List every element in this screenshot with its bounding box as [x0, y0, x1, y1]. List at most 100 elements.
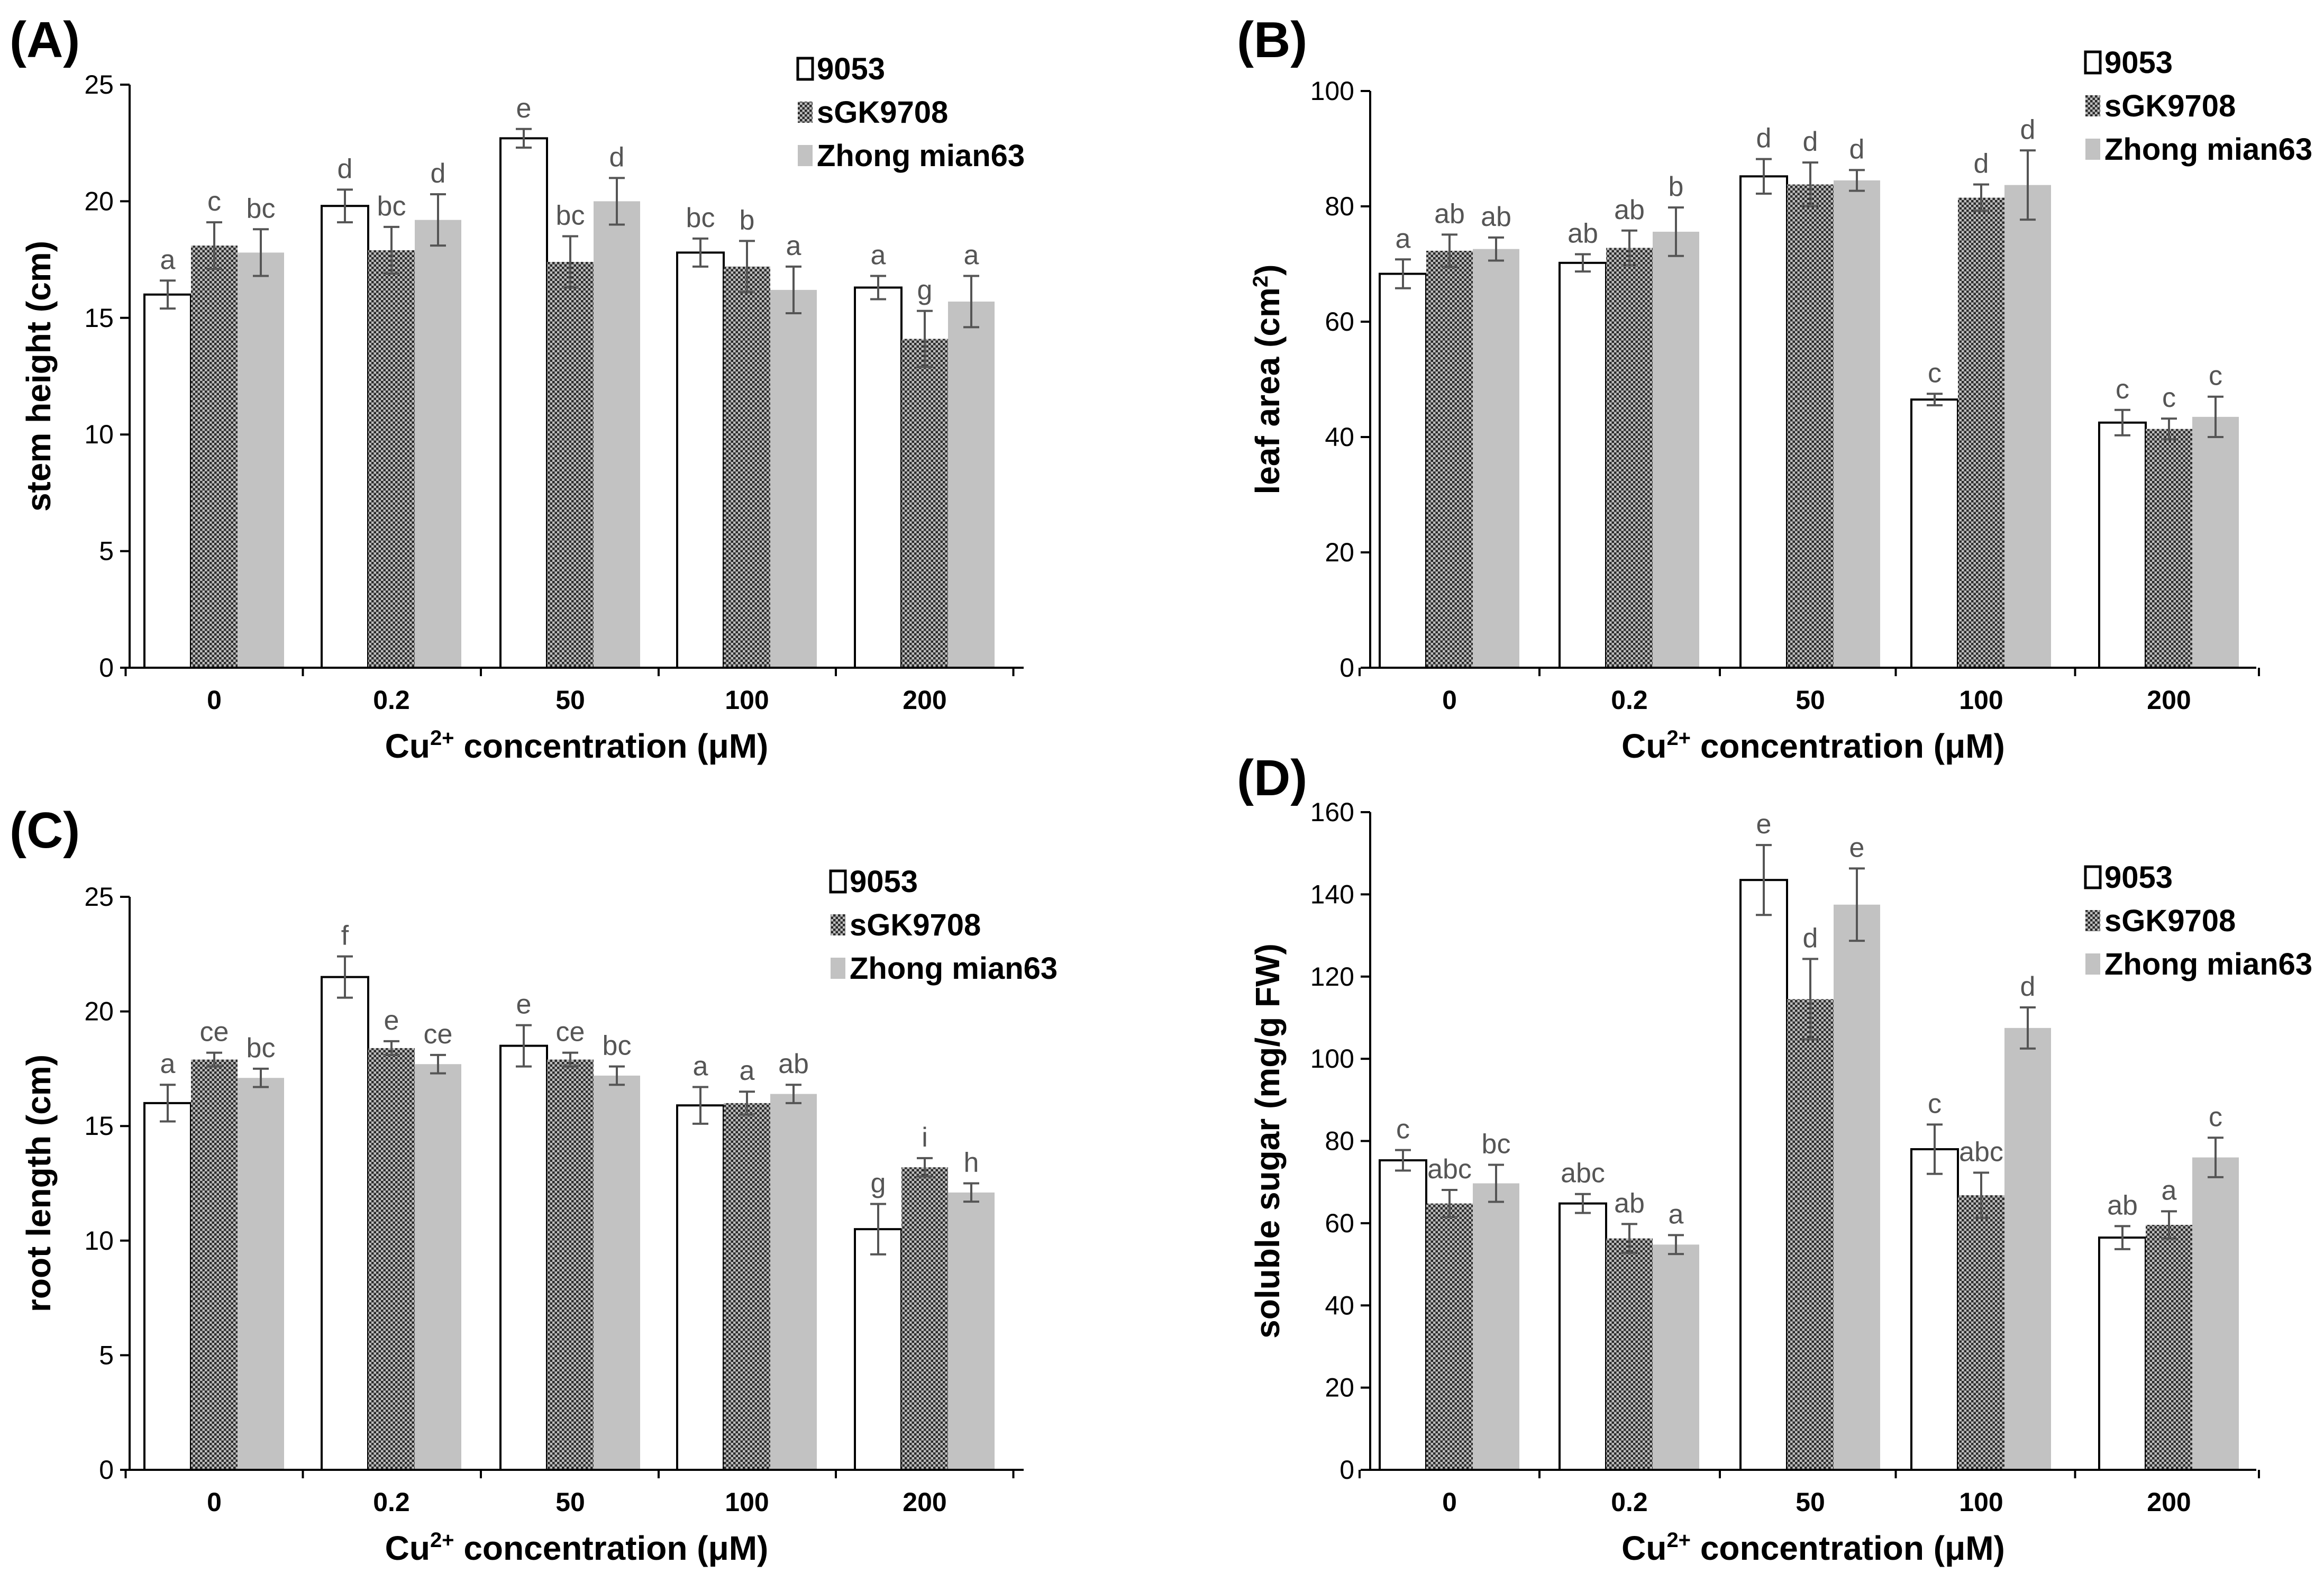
legend-label: 9053: [850, 865, 918, 899]
y-tick-label: 0: [1339, 1455, 1354, 1485]
y-tick-label: 60: [1325, 307, 1354, 337]
x-tick-label: 0: [207, 685, 222, 715]
significance-letter: e: [384, 1005, 399, 1036]
legend-swatch-sgk9708: [2085, 910, 2100, 931]
y-tick-label: 140: [1310, 879, 1354, 909]
legend-swatch-sgk9708: [2085, 95, 2100, 116]
significance-letter: a: [871, 240, 886, 270]
bar-sgk9708-50: [547, 262, 594, 668]
significance-letter: abc: [1561, 1158, 1605, 1189]
legend: 9053 sGK9708 Zhong mian63: [2084, 46, 2312, 167]
bar-zhong-mian63-0: [1473, 249, 1519, 668]
y-tick-label: 5: [99, 1340, 114, 1370]
significance-letter: e: [1756, 809, 1772, 840]
bar-zhong-mian63-0: [1473, 1183, 1519, 1470]
legend-swatch-sgk9708: [798, 102, 813, 123]
bar-9053-50: [1739, 879, 1788, 1471]
legend-swatch-sgk9708: [831, 914, 845, 935]
significance-letter: d: [338, 153, 353, 184]
legend: 9053 sGK9708 Zhong mian63: [796, 52, 1025, 173]
y-tick-label: 15: [84, 1111, 114, 1141]
bar-zhong-mian63-100: [770, 1094, 817, 1470]
significance-letter: c: [1396, 1114, 1410, 1145]
y-tick-label: 40: [1325, 422, 1354, 452]
bar-9053-0: [1379, 1159, 1427, 1471]
significance-letter: d: [1803, 126, 1818, 157]
bar-9053-0.2: [1559, 1202, 1607, 1471]
x-axis-title: Cu2+ concentration (μM): [385, 726, 769, 765]
bar-9053-200: [854, 286, 903, 669]
bar-9053-0.2: [1559, 261, 1607, 669]
bar-sgk9708-50: [1787, 999, 1834, 1470]
significance-letter: bc: [603, 1031, 632, 1061]
y-tick-label: 160: [1310, 797, 1354, 827]
legend: 9053 sGK9708 Zhong mian63: [829, 865, 1058, 986]
legend: 9053 sGK9708 Zhong mian63: [2084, 860, 2312, 981]
bar-sgk9708-0: [191, 246, 238, 668]
legend-label: Zhong mian63: [2104, 132, 2312, 167]
significance-letter: bc: [686, 203, 715, 233]
bar-sgk9708-100: [1958, 1195, 2004, 1470]
significance-letter: d: [2020, 114, 2036, 145]
y-tick-label: 10: [84, 1226, 114, 1256]
significance-letter: c: [1928, 358, 1942, 388]
significance-letter: bc: [247, 193, 276, 224]
bar-9053-100: [676, 1104, 725, 1471]
bar-sgk9708-0.2: [1606, 248, 1653, 668]
chart-panel-d: (D)cabcecababcabdabcabcaedc0204060801001…: [1237, 750, 2312, 1567]
legend-label: sGK9708: [850, 908, 981, 942]
x-axis-title: Cu2+ concentration (μM): [1621, 726, 2005, 765]
bar-sgk9708-0: [191, 1059, 238, 1470]
y-tick-label: 80: [1325, 1126, 1354, 1156]
significance-letter: h: [964, 1148, 979, 1178]
significance-letter: ce: [424, 1019, 453, 1050]
significance-letter: d: [609, 142, 625, 172]
bar-zhong-mian63-0.2: [1653, 1244, 1699, 1470]
bar-sgk9708-0.2: [368, 250, 415, 668]
y-tick-label: 80: [1325, 192, 1354, 221]
y-tick-label: 25: [84, 882, 114, 912]
significance-letter: i: [922, 1122, 928, 1153]
y-tick-label: 5: [99, 537, 114, 566]
legend-label: Zhong mian63: [2104, 947, 2312, 981]
y-tick-label: 10: [84, 420, 114, 449]
significance-letter: ce: [556, 1017, 585, 1048]
bar-zhong-mian63-100: [2004, 185, 2051, 668]
y-tick-label: 20: [1325, 1373, 1354, 1403]
x-axis-title: Cu2+ concentration (μM): [1621, 1529, 2005, 1567]
y-axis-title: stem height (cm): [20, 241, 58, 512]
x-tick-label: 50: [1796, 685, 1825, 715]
bar-zhong-mian63-0: [238, 1078, 284, 1470]
legend-swatch-zhong-mian63: [2085, 139, 2100, 160]
significance-letter: f: [341, 921, 349, 951]
significance-letter: d: [1803, 923, 1818, 953]
y-tick-label: 100: [1310, 76, 1354, 106]
x-tick-label: 0.2: [373, 1487, 410, 1517]
x-tick-label: 50: [555, 1487, 585, 1517]
significance-letter: e: [516, 93, 532, 124]
bar-zhong-mian63-50: [594, 201, 640, 668]
x-tick-label: 200: [2147, 685, 2191, 715]
panel-label: (C): [10, 802, 80, 859]
y-tick-label: 100: [1310, 1044, 1354, 1074]
y-tick-label: 120: [1310, 962, 1354, 992]
legend-swatch-zhong-mian63: [2085, 953, 2100, 975]
bar-zhong-mian63-50: [594, 1075, 640, 1470]
bar-sgk9708-100: [1958, 197, 2004, 668]
significance-letter: bc: [556, 201, 585, 231]
significance-letter: a: [160, 1049, 176, 1079]
legend-swatch-9053: [796, 57, 814, 81]
bar-9053-100: [676, 251, 725, 669]
bar-zhong-mian63-0: [238, 252, 284, 668]
legend-label: sGK9708: [2104, 904, 2236, 938]
x-tick-label: 0.2: [1611, 685, 1648, 715]
panel-label: (B): [1237, 12, 1307, 68]
significance-letter: a: [160, 244, 176, 275]
x-tick-label: 50: [555, 685, 585, 715]
significance-letter: ab: [1567, 218, 1598, 249]
bar-sgk9708-100: [724, 266, 770, 668]
significance-letter: d: [2020, 971, 2036, 1002]
legend-label: Zhong mian63: [850, 951, 1058, 986]
significance-letter: a: [964, 240, 979, 270]
